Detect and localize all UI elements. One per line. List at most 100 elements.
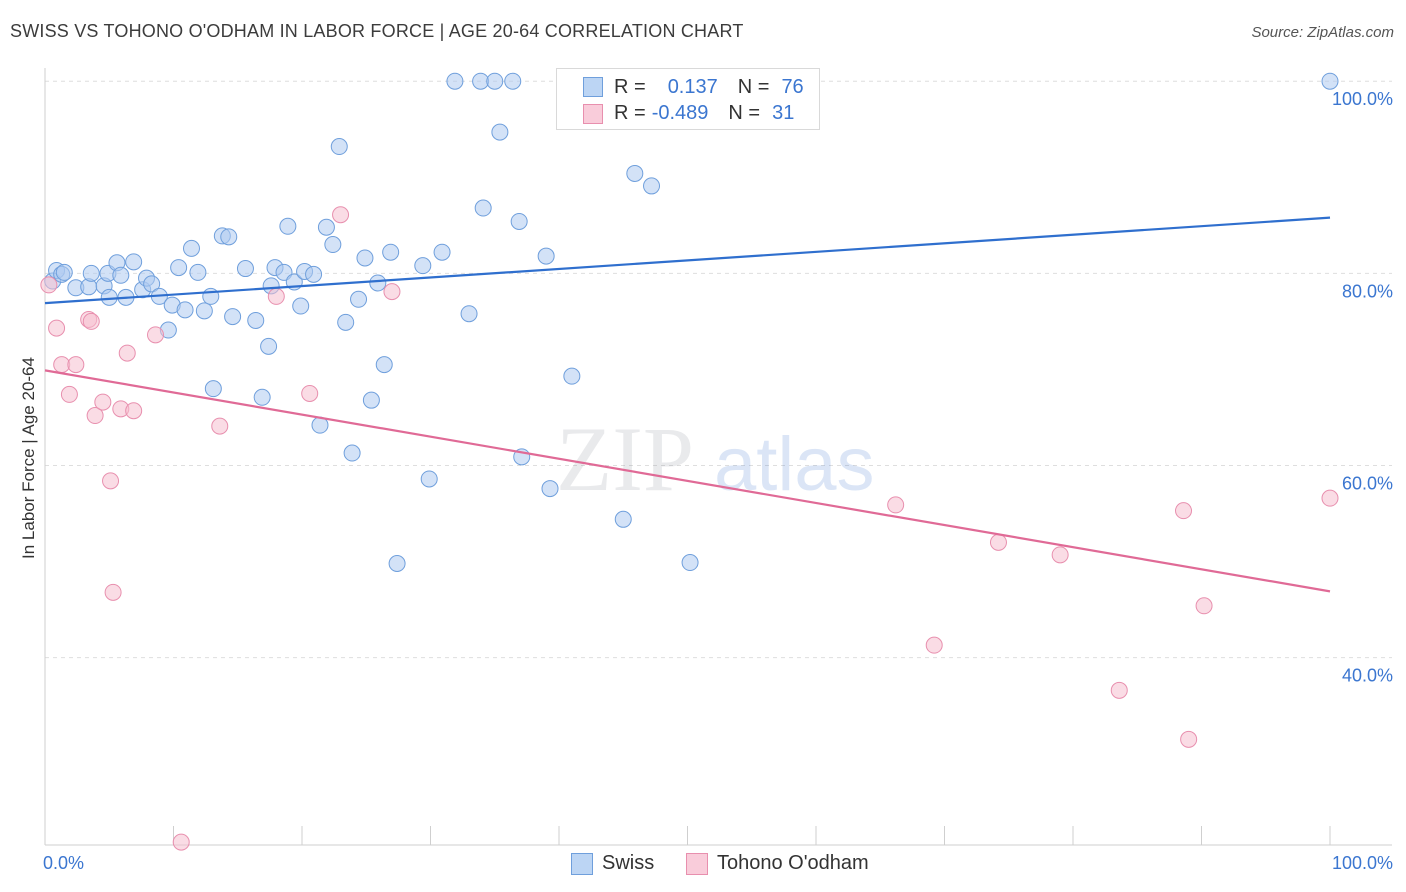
swiss-point — [382, 243, 400, 261]
swiss-point — [55, 263, 73, 281]
swiss-r-value: 0.137 — [667, 75, 718, 98]
tohono-point — [48, 319, 66, 337]
tohono-n-label: N = — [728, 101, 761, 124]
tick-labels: 40.0% 60.0% 80.0% 100.0% 0.0% 100.0% — [43, 89, 1393, 873]
tohono-legend-swatch — [583, 104, 603, 124]
tohono-point — [925, 636, 943, 654]
swiss-point — [195, 302, 213, 320]
tohono-point — [147, 326, 165, 344]
swiss-point — [446, 72, 464, 90]
tohono-point — [40, 276, 58, 294]
swiss-point — [343, 444, 361, 462]
tohono-r-value: -0.489 — [651, 101, 709, 124]
tohono-trend-line — [44, 369, 1331, 593]
swiss-point — [626, 164, 644, 182]
swiss-n-value: 76 — [781, 75, 804, 98]
swiss-point — [614, 510, 632, 528]
swiss-point — [220, 228, 238, 246]
tohono-point — [989, 533, 1007, 551]
source-label: Source: ZipAtlas.com — [1251, 24, 1394, 41]
x-tick-label: 100.0% — [1332, 853, 1393, 873]
swiss-point — [260, 337, 278, 355]
swiss-point — [82, 264, 100, 282]
swiss-point — [317, 218, 335, 236]
swiss-point — [100, 288, 118, 306]
tohono-point — [1195, 597, 1213, 615]
watermark: ZIP atlas — [556, 408, 875, 510]
tohono-point — [53, 356, 71, 374]
swiss-point — [433, 243, 451, 261]
swiss-point — [643, 177, 661, 195]
swiss-point — [125, 253, 143, 271]
tohono-point — [86, 407, 104, 425]
tohono-legend-label: Tohono O'odham — [717, 852, 869, 874]
correlation-legend: R = 0.137 N = 76 R = -0.489 N = 31 — [556, 68, 820, 130]
swiss-point — [292, 297, 310, 315]
tohono-point — [887, 496, 905, 514]
swiss-point — [472, 72, 490, 90]
swiss-point — [279, 217, 297, 235]
x-tick-label: 0.0% — [43, 853, 84, 873]
tohono-point — [104, 583, 122, 601]
chart-title: SWISS VS TOHONO O'ODHAM IN LABOR FORCE |… — [10, 21, 744, 41]
tohono-point — [211, 417, 229, 435]
swiss-point — [350, 290, 368, 308]
tohono-swatch — [686, 852, 708, 875]
tohono-point — [1175, 502, 1193, 520]
tohono-point — [82, 312, 100, 330]
swiss-point — [189, 263, 207, 281]
swiss-point — [143, 275, 161, 293]
swiss-n-label: N = — [737, 75, 770, 98]
swiss-point — [375, 356, 393, 374]
swiss-point — [388, 555, 406, 573]
tohono-point — [1110, 681, 1128, 699]
swiss-point — [414, 257, 432, 275]
tohono-r-label: R = — [614, 101, 646, 124]
swiss-point — [541, 480, 559, 498]
tohono-point — [1180, 730, 1198, 748]
bottom-legend-tohono: Tohono O'odham — [686, 852, 869, 875]
swiss-point — [491, 123, 509, 141]
gridlines — [45, 80, 1392, 659]
swiss-point — [253, 388, 271, 406]
swiss-point — [1321, 72, 1339, 90]
data-points — [40, 72, 1339, 851]
bottom-legend-swiss: Swiss — [571, 852, 654, 875]
swiss-legend-row: R = 0.137 N = 76 — [614, 75, 804, 99]
watermark-zip: ZIP — [556, 408, 694, 510]
swiss-points — [44, 72, 1339, 573]
y-tick-label: 80.0% — [1342, 281, 1393, 301]
swiss-point — [305, 265, 323, 283]
tohono-point — [67, 356, 85, 374]
tohono-point — [102, 472, 120, 490]
swiss-point — [420, 470, 438, 488]
swiss-point — [182, 239, 200, 257]
swiss-point — [486, 72, 504, 90]
tohono-point — [172, 833, 190, 851]
swiss-point — [681, 554, 699, 572]
tohono-point — [1321, 489, 1339, 507]
trend-lines — [44, 216, 1331, 593]
swiss-point — [356, 249, 374, 267]
swiss-r-label: R = — [614, 75, 646, 98]
swiss-legend-swatch — [583, 77, 603, 97]
swiss-point — [337, 313, 355, 331]
tohono-legend-row: R = -0.489 N = 31 — [614, 101, 794, 125]
swiss-point — [563, 367, 581, 385]
swiss-trend-line — [44, 216, 1331, 305]
tohono-point — [118, 344, 136, 362]
y-tick-label: 40.0% — [1342, 666, 1393, 686]
tohono-point — [332, 206, 350, 224]
swiss-point — [504, 72, 522, 90]
y-tick-label: 60.0% — [1342, 474, 1393, 494]
swiss-point — [330, 138, 348, 156]
swiss-point — [510, 212, 528, 230]
swiss-legend-label: Swiss — [602, 852, 655, 874]
swiss-point — [474, 199, 492, 217]
tohono-point — [301, 384, 319, 402]
tohono-point — [60, 385, 78, 403]
swiss-point — [224, 308, 242, 326]
swiss-point — [170, 259, 188, 277]
swiss-point — [112, 266, 130, 284]
